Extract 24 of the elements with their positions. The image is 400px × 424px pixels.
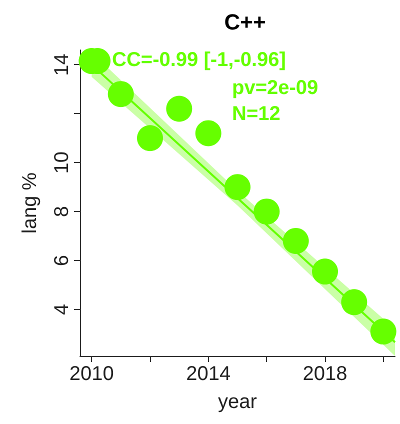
point: [341, 289, 368, 316]
point: [195, 120, 222, 146]
annotation: pv=2e-09: [232, 77, 318, 99]
y-tick-label: 8: [51, 206, 73, 218]
point: [254, 198, 280, 225]
chart-title: C++: [224, 10, 266, 34]
y-tick-label: 6: [51, 254, 73, 266]
point: [137, 125, 163, 152]
point: [224, 174, 250, 200]
x-tick-label: 2014: [186, 363, 231, 385]
y-tick-label: 14: [51, 54, 73, 76]
point: [108, 81, 134, 108]
x-axis-title: year: [218, 391, 258, 413]
point: [282, 228, 309, 254]
annotation: CC=-0.99 [-1,-0.96]: [112, 49, 286, 71]
annotation: N=12: [232, 103, 280, 125]
x-tick-label: 2010: [69, 363, 114, 385]
x-tick-label: 2018: [302, 363, 348, 385]
point: [166, 96, 192, 122]
y-tick-label: 10: [51, 151, 73, 174]
point: [370, 318, 396, 345]
y-axis-title: lang %: [19, 172, 41, 234]
point: [312, 258, 338, 285]
y-tick-label: 4: [51, 304, 73, 316]
